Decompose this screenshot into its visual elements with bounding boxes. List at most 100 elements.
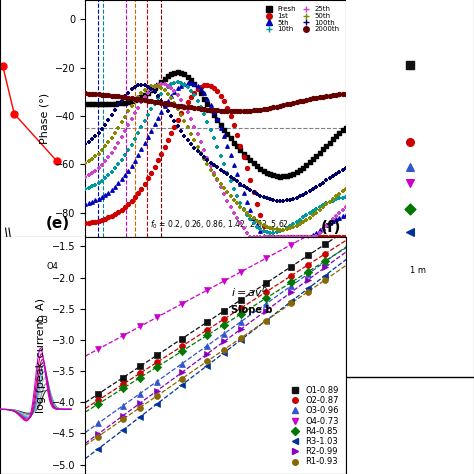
Point [329,91,337,99]
Point [197,149,205,156]
Point [266,171,274,178]
Point [121,93,129,101]
Point [283,233,291,241]
Point [406,164,414,171]
Point [309,185,317,193]
Point [270,233,277,241]
Point [151,83,158,91]
Point [91,90,99,98]
Point [283,233,291,241]
Point [161,100,168,107]
Point [151,163,158,171]
Point [85,100,92,108]
Point [304,288,312,295]
Point [223,189,231,196]
Point [302,233,310,241]
Point [151,98,158,106]
Point [237,203,244,210]
Point [280,233,287,241]
Point [270,196,277,204]
Point [101,215,109,222]
Point [105,116,112,124]
Point [233,178,241,185]
Point [319,146,327,153]
Point [111,107,119,114]
Point [319,233,327,241]
Point [283,226,291,233]
Point [125,108,132,115]
Point [154,81,162,88]
Point [326,198,333,206]
Point [191,104,198,112]
Point [220,133,228,140]
Point [194,130,201,138]
Point [164,82,172,89]
Point [336,195,343,202]
Point [134,93,142,100]
Point [262,307,270,314]
Point [210,161,218,169]
Point [237,108,244,115]
Point [101,174,109,182]
Point [299,233,307,241]
Point [322,142,330,150]
Point [312,152,320,160]
Point [191,80,198,88]
Point [82,219,89,227]
Point [296,220,304,228]
Point [151,82,158,89]
Point [115,161,122,168]
Point [304,232,312,239]
Point [197,138,205,146]
Point [256,233,264,241]
Point [276,226,284,234]
Point [164,90,172,98]
Point [187,93,195,100]
Point [151,120,158,128]
Point [164,137,172,144]
Point [184,83,191,91]
Point [280,101,287,109]
Point [276,173,284,180]
Point [207,106,215,113]
Point [243,229,251,237]
Point [240,153,247,161]
Point [253,217,261,225]
Point [147,169,155,176]
Point [223,197,231,204]
Point [181,81,188,88]
Text: $i= av^b$: $i= av^b$ [231,283,268,300]
Point [98,216,106,224]
Point [319,226,327,233]
Point [184,73,191,81]
Point [312,205,320,212]
Point [250,107,257,114]
Point [406,228,414,236]
Legend: O1-0.89, O2-0.87, O3-0.96, O4-0.73, R4-0.85, R3-1.03, R2-0.99, R1-0.93: O1-0.89, O2-0.87, O3-0.96, O4-0.73, R4-0… [283,383,342,470]
Point [85,199,92,207]
Point [184,109,191,116]
Point [119,412,127,419]
Point [128,102,135,110]
Point [253,106,261,114]
Point [164,73,172,80]
Point [233,192,241,200]
Point [197,85,205,93]
Point [326,139,333,146]
Point [210,84,218,91]
Text: Slope b: Slope b [231,305,273,315]
Point [233,214,241,222]
Point [187,87,195,95]
Point [91,132,99,140]
Point [223,104,231,112]
Point [119,415,127,423]
Point [322,201,330,208]
Point [144,174,152,182]
Point [240,224,247,232]
Point [266,224,274,232]
Point [136,400,144,407]
Y-axis label: Phase (°): Phase (°) [39,93,50,144]
Point [157,150,165,158]
Point [210,171,218,178]
Point [329,136,337,143]
